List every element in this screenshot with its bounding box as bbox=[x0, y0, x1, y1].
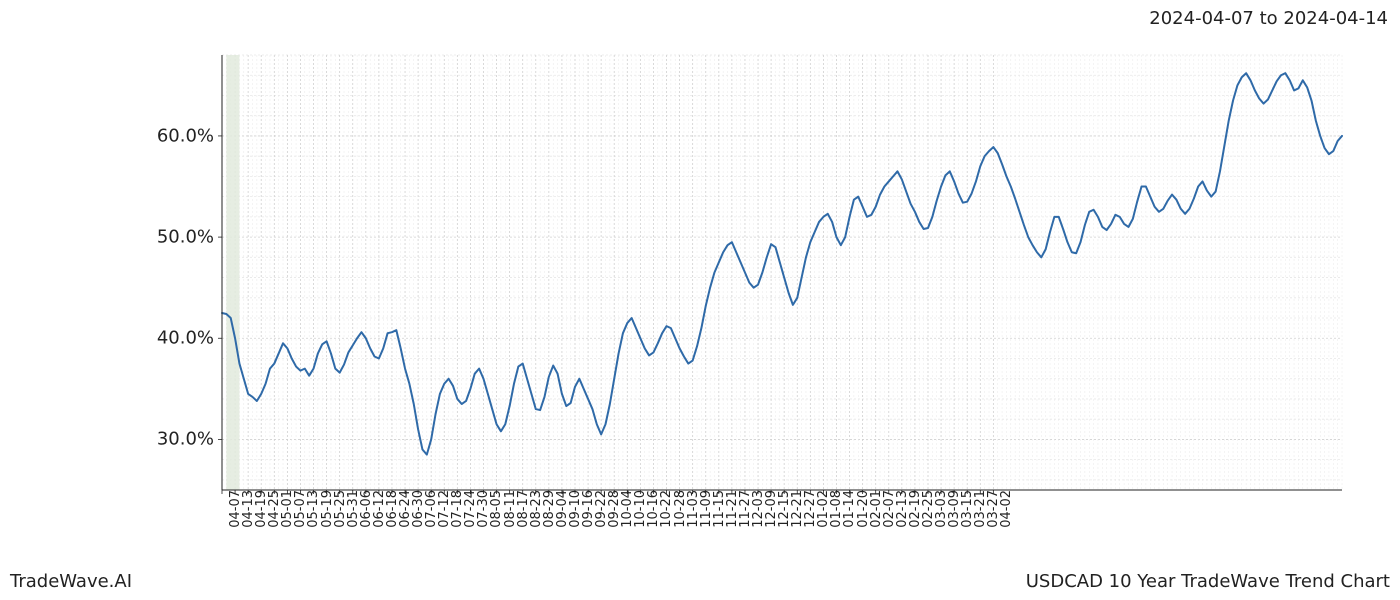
highlight-band bbox=[226, 55, 239, 490]
y-axis-tick-label: 50.0% bbox=[157, 227, 222, 248]
brand-label: TradeWave.AI bbox=[10, 571, 132, 592]
chart-title-label: USDCAD 10 Year TradeWave Trend Chart bbox=[1026, 571, 1390, 592]
date-range-label: 2024-04-07 to 2024-04-14 bbox=[1149, 8, 1388, 29]
x-axis-tick-label: 04-02 bbox=[993, 490, 1014, 528]
y-axis-tick-label: 30.0% bbox=[157, 429, 222, 450]
line-chart bbox=[222, 55, 1342, 490]
y-axis-tick-label: 60.0% bbox=[157, 125, 222, 146]
chart-plot-area: 30.0%40.0%50.0%60.0%04-0704-1304-1904-25… bbox=[222, 55, 1342, 490]
trend-line bbox=[222, 73, 1342, 454]
y-axis-tick-label: 40.0% bbox=[157, 328, 222, 349]
